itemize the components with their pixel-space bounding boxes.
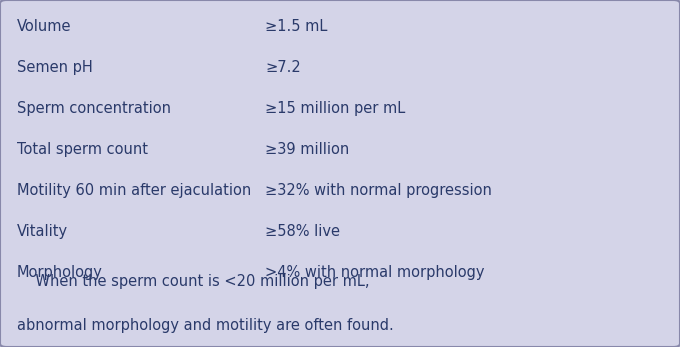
Text: ≥15 million per mL: ≥15 million per mL [265,101,405,116]
Text: Semen pH: Semen pH [17,60,92,75]
Text: abnormal morphology and motility are often found.: abnormal morphology and motility are oft… [17,318,394,332]
Text: ≥7.2: ≥7.2 [265,60,301,75]
Text: ≥58% live: ≥58% live [265,224,340,239]
Text: Motility 60 min after ejaculation: Motility 60 min after ejaculation [17,183,251,198]
Text: Sperm concentration: Sperm concentration [17,101,171,116]
Text: ≥39 million: ≥39 million [265,142,350,157]
Text: Morphology: Morphology [17,265,103,280]
Text: >4% with normal morphology: >4% with normal morphology [265,265,485,280]
Text: ≥1.5 mL: ≥1.5 mL [265,19,328,34]
Text: Total sperm count: Total sperm count [17,142,148,157]
Text: Volume: Volume [17,19,71,34]
Text: ≥32% with normal progression: ≥32% with normal progression [265,183,492,198]
Text: When the sperm count is <20 million per mL,: When the sperm count is <20 million per … [17,274,369,289]
Text: Vitality: Vitality [17,224,68,239]
